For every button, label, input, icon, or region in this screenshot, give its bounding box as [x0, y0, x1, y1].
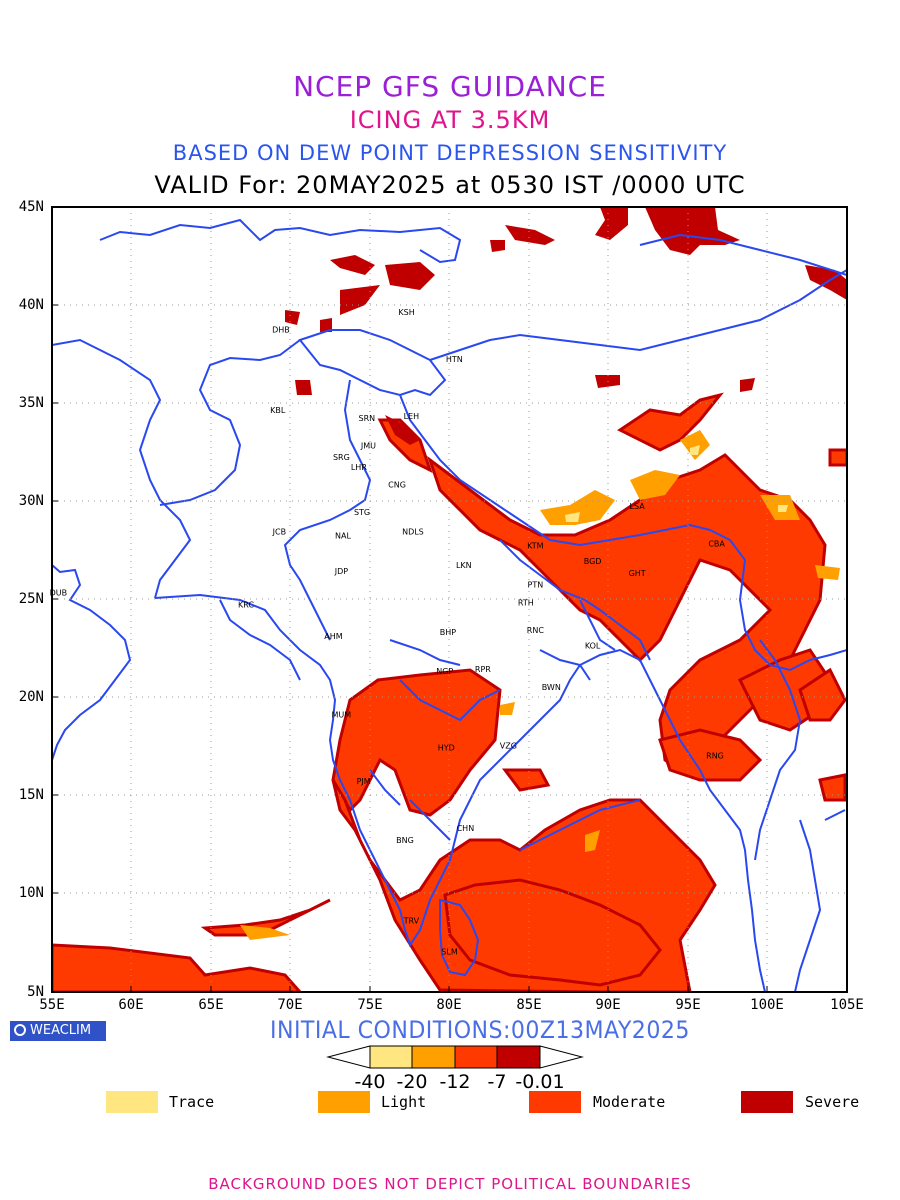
station-rpr: RPR: [475, 665, 491, 674]
station-dub: DUB: [50, 589, 68, 598]
colorbar: [326, 1045, 584, 1069]
colorbar-moderate: [454, 1045, 498, 1069]
lon-label-100e: 100E: [750, 997, 784, 1013]
station-slm: SLM: [441, 948, 458, 957]
weaclim-logo: WEACLIM: [10, 1021, 106, 1041]
lat-label-20n: 20N: [18, 689, 44, 705]
station-ght: GHT: [629, 569, 646, 578]
station-kbl: KBL: [270, 406, 286, 415]
station-kol: KOL: [585, 642, 601, 651]
station-trv: TRV: [403, 916, 420, 925]
station-dhb: DHB: [272, 326, 290, 335]
colorbar-tick-3: -12: [439, 1071, 471, 1093]
map-grid: [52, 207, 847, 992]
station-htn: HTN: [446, 355, 463, 364]
station-hyd: HYD: [438, 744, 455, 753]
footer-note: BACKGROUND DOES NOT DEPICT POLITICAL BOU…: [208, 1175, 692, 1193]
lat-label-10n: 10N: [18, 885, 44, 901]
legend-label-moderate: Moderate: [593, 1093, 666, 1111]
logo-text: WEACLIM: [30, 1023, 92, 1038]
station-nal: NAL: [335, 532, 351, 541]
station-ahm: AHM: [324, 632, 342, 641]
station-cba: CBA: [708, 540, 725, 549]
lon-label-75e: 75E: [357, 997, 383, 1013]
lon-label-60e: 60E: [118, 997, 144, 1013]
title-line-1: NCEP GFS GUIDANCE: [293, 70, 607, 103]
lat-label-40n: 40N: [18, 297, 44, 313]
map-frame: [51, 206, 848, 993]
station-bhp: BHP: [440, 628, 457, 637]
colorbar-tick-5: -0.01: [515, 1071, 565, 1093]
lat-label-30n: 30N: [18, 493, 44, 509]
legend-label-trace: Trace: [169, 1093, 215, 1111]
station-bwn: BWN: [542, 683, 561, 692]
lat-label-15n: 15N: [18, 787, 44, 803]
colorbar-tick-4: -7: [487, 1071, 507, 1093]
lon-label-85e: 85E: [516, 997, 542, 1013]
colorbar-tick-1: -40: [354, 1071, 386, 1093]
initial-conditions: INITIAL CONDITIONS:00Z13MAY2025: [270, 1016, 690, 1044]
lon-label-80e: 80E: [436, 997, 462, 1013]
colorbar-tick-2: -20: [396, 1071, 428, 1093]
legend-swatch-trace: [106, 1091, 158, 1113]
station-bng: BNG: [396, 836, 414, 845]
station-pjm: PJM: [357, 777, 371, 786]
station-rng: RNG: [706, 751, 724, 760]
title-line-2: ICING AT 3.5KM: [349, 106, 551, 134]
station-rnc: RNC: [527, 626, 545, 635]
lon-label-90e: 90E: [595, 997, 621, 1013]
station-ktm: KTM: [527, 541, 544, 550]
station-srg: SRG: [333, 453, 350, 462]
station-ksh: KSH: [398, 308, 414, 317]
station-mum: MUM: [332, 710, 352, 719]
legend-label-light: Light: [381, 1093, 427, 1111]
station-rth: RTH: [518, 598, 534, 607]
station-lsa: LSA: [630, 502, 646, 511]
station-chn: CHN: [457, 824, 475, 833]
lat-label-35n: 35N: [18, 395, 44, 411]
station-bgd: BGD: [584, 557, 602, 566]
legend-label-severe: Severe: [805, 1093, 860, 1111]
lat-label-5n: 5N: [27, 984, 44, 1000]
icing-moderate-areas: [52, 392, 847, 992]
station-leh: LEH: [404, 412, 420, 421]
colorbar-light: [411, 1045, 456, 1069]
station-jcb: JCB: [272, 528, 286, 537]
station-jdp: JDP: [334, 567, 349, 576]
lon-label-105e: 105E: [830, 997, 864, 1013]
station-krc: KRC: [238, 600, 254, 609]
station-vzg: VZG: [500, 742, 517, 751]
station-stg: STG: [354, 508, 370, 517]
valid-time: VALID For: 20MAY2025 at 0530 IST /0000 U…: [154, 171, 746, 199]
legend-swatch-moderate: [529, 1091, 581, 1113]
station-cng: CNG: [388, 481, 406, 490]
station-ptn: PTN: [528, 581, 544, 590]
icing-severe-areas: [285, 207, 847, 445]
station-lhr: LHR: [351, 463, 367, 472]
lon-label-95e: 95E: [675, 997, 701, 1013]
lon-label-55e: 55E: [39, 997, 65, 1013]
station-jmu: JMU: [360, 441, 376, 450]
title-line-3: BASED ON DEW POINT DEPRESSION SENSITIVIT…: [172, 141, 728, 165]
station-ndls: NDLS: [402, 528, 424, 537]
station-ngp: NGP: [436, 667, 453, 676]
lat-label-25n: 25N: [18, 591, 44, 607]
logo-ring-icon: [14, 1023, 26, 1036]
colorbar-trace: [369, 1045, 413, 1069]
colorbar-severe: [496, 1045, 541, 1069]
lon-label-65e: 65E: [198, 997, 224, 1013]
lon-label-70e: 70E: [277, 997, 303, 1013]
legend-swatch-light: [318, 1091, 370, 1113]
lat-label-45n: 45N: [18, 199, 44, 215]
station-lkn: LKN: [456, 561, 472, 570]
legend-swatch-severe: [741, 1091, 793, 1113]
coastlines-and-boundaries: [52, 218, 847, 992]
icing-trace-areas: [565, 445, 788, 522]
station-srn: SRN: [359, 414, 376, 423]
